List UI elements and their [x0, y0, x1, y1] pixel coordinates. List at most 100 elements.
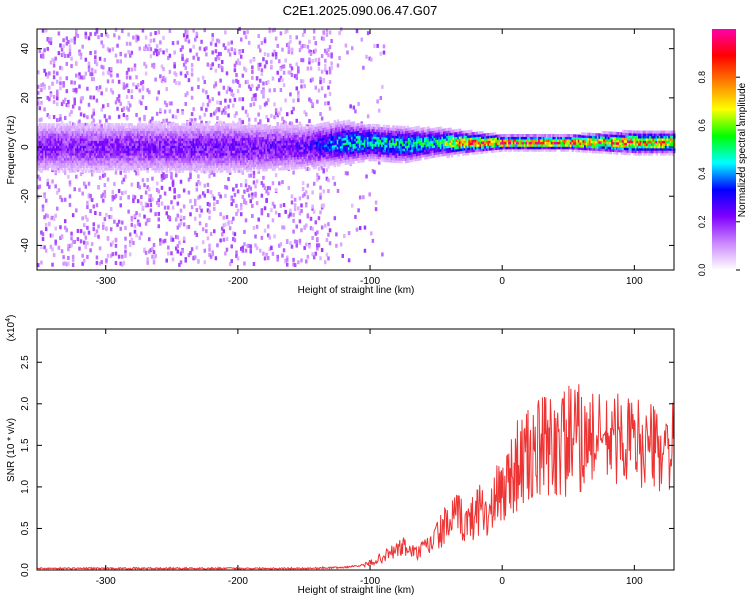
spectrogram-cell [167, 130, 170, 134]
spectrogram-cell [308, 145, 311, 149]
spectrogram-cell [220, 135, 224, 139]
spectrogram-cell [157, 189, 161, 194]
spectrogram-cell [167, 135, 170, 139]
spectrogram-cell [265, 133, 268, 137]
spectrogram-cell [200, 208, 203, 213]
spectrogram-cell [192, 55, 195, 60]
spectrogram-cell [38, 140, 42, 144]
spectrogram-cell [216, 123, 219, 127]
spectrogram-cell [63, 145, 67, 149]
spectrogram-cell [116, 73, 119, 78]
spectrogram-cell [70, 135, 73, 139]
spectrogram-cell [65, 147, 69, 151]
spectrogram-cell [135, 75, 138, 80]
spectrogram-cell [65, 164, 69, 168]
spectrogram-cell [192, 256, 195, 261]
spectrogram-cell [121, 164, 124, 168]
spectrogram-cell [143, 140, 146, 144]
spectrogram-cell [187, 162, 191, 166]
spectrogram-cell [293, 239, 297, 244]
spectrogram-cell [75, 61, 78, 66]
spectrogram-cell [133, 150, 137, 154]
spectrogram-cell [200, 169, 203, 173]
spectrogram-cell [52, 145, 56, 149]
spectrogram-cell [68, 123, 72, 127]
spectrogram-cell [125, 155, 129, 159]
spectrogram-cell [143, 162, 146, 166]
spectrogram-cell [312, 35, 316, 40]
spectrogram-cell [46, 214, 50, 219]
spectrogram-cell [279, 88, 283, 93]
spectrogram-cell [73, 147, 76, 151]
spectrogram-cell [171, 160, 175, 164]
spectrogram-cell [179, 179, 183, 184]
spectrogram-cell [81, 96, 84, 101]
spectrogram-cell [214, 125, 218, 129]
spectrogram-cell [84, 235, 88, 240]
spectrogram-cell [290, 144, 294, 148]
spectrogram-cell [214, 145, 218, 149]
spectrogram-cell [282, 154, 286, 158]
spectrogram-cell [176, 201, 180, 206]
spectrogram-cell [103, 125, 107, 129]
spectrogram-cell [295, 144, 299, 148]
spectrogram-cell [56, 164, 59, 168]
spectrogram-cell [289, 125, 292, 129]
spectrogram-cell [128, 128, 132, 132]
spectrogram-cell [259, 151, 262, 155]
spectrogram-cell [102, 192, 105, 197]
spectrogram-cell [205, 223, 208, 228]
spectrogram-cell [159, 194, 162, 199]
spectrogram-cell [181, 130, 184, 134]
spectrogram-cell [197, 152, 200, 156]
spectrogram-cell [285, 142, 289, 146]
spectrogram-cell [149, 38, 153, 43]
spectrogram-cell [81, 191, 84, 196]
spectrogram-cell [82, 113, 86, 118]
spectrogram-cell [301, 151, 305, 155]
spectrogram-cell [184, 145, 187, 149]
spectrogram-cell [82, 181, 86, 186]
spectrogram-cell [300, 45, 303, 50]
spectrogram-cell [290, 194, 294, 199]
spectrogram-cell [165, 133, 168, 137]
spectrogram-cell [92, 157, 96, 161]
spectrogram-cell [165, 155, 168, 159]
spectrogram-cell [254, 184, 257, 189]
spectrogram-cell [116, 222, 119, 227]
spectrogram-cell [70, 164, 73, 168]
spectrogram-cell [155, 125, 159, 129]
spectrogram-cell [114, 125, 118, 129]
spectrogram-cell [194, 230, 197, 235]
spectrogram-cell [155, 187, 159, 192]
spectrogram-cell [259, 248, 262, 253]
spectrogram-cell [121, 123, 124, 127]
spectrogram-cell [54, 171, 57, 176]
spectrogram-cell [192, 147, 195, 151]
spectrogram-cell [78, 51, 81, 56]
spectrogram-cell [157, 140, 161, 144]
spectrogram-cell [268, 165, 272, 169]
spectrogram-cell [251, 159, 254, 163]
spectrogram-cell [98, 157, 102, 161]
spectrogram-cell [70, 64, 73, 69]
spectrogram-cell [257, 146, 260, 150]
spectrogram-cell [51, 57, 54, 62]
spectrogram-cell [290, 73, 294, 78]
spectrogram-cell [89, 150, 92, 154]
spectrogram-cell [130, 95, 134, 100]
spectrogram-cell [255, 159, 259, 163]
spectrogram-cell [278, 145, 281, 149]
spectrogram-cell [124, 244, 127, 249]
spectrogram-cell [124, 150, 127, 154]
spectrogram-cell [155, 152, 159, 156]
spectrogram-cell [52, 99, 56, 104]
spectrogram-cell [167, 251, 170, 256]
spectrogram-cell [65, 162, 69, 166]
spectrogram-cell [274, 165, 278, 169]
spectrogram-cell [86, 167, 89, 171]
spectrogram-cell [300, 134, 303, 138]
spectrogram-cell [198, 130, 202, 134]
spectrogram-cell [244, 125, 248, 129]
spectrogram-cell [138, 99, 141, 104]
